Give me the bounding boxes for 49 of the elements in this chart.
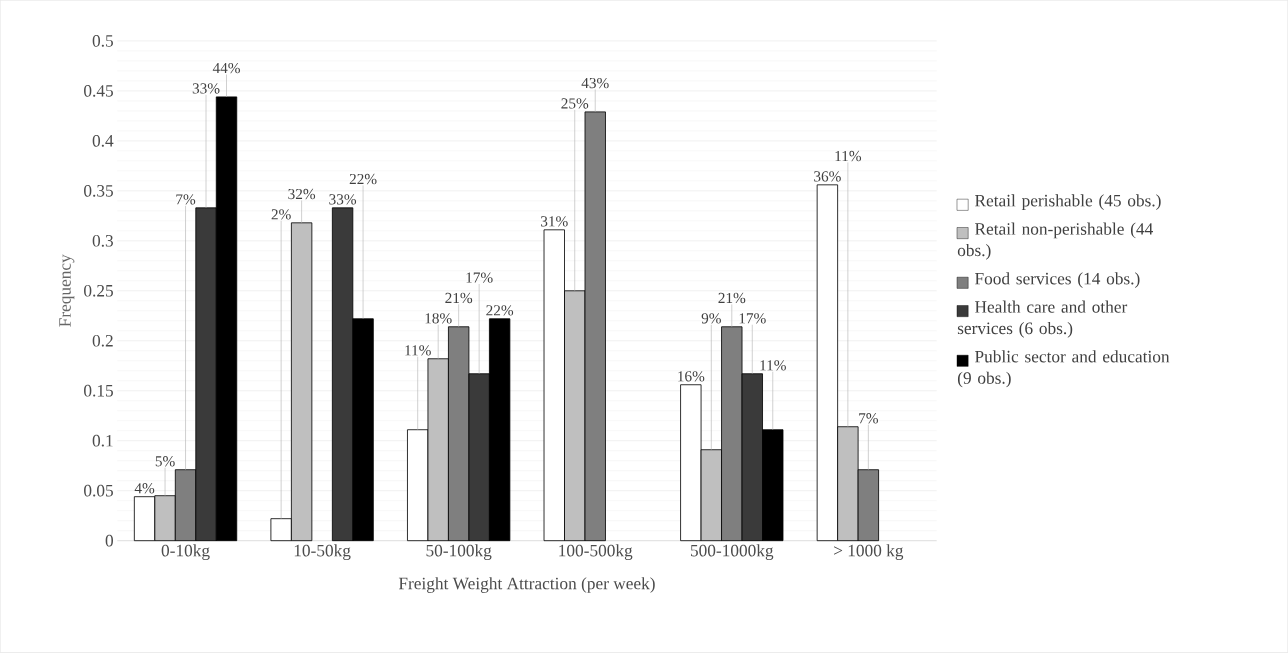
data-label: 11% (760, 360, 786, 371)
x-tick-label: 10-50kg (294, 544, 351, 561)
data-label: 22% (349, 173, 377, 185)
data-label: 33% (192, 83, 220, 94)
data-label: 25% (561, 98, 589, 109)
y-tick-label: 0 (105, 534, 114, 547)
data-label: 22% (486, 305, 514, 316)
data-label: 21% (718, 292, 746, 304)
data-label: 21% (445, 292, 473, 304)
data-label: 5% (155, 456, 175, 467)
data-label: 33% (329, 194, 357, 205)
legend-label: Retail perishable (45 obs.) (975, 194, 1161, 211)
y-axis-title: Frequency (59, 254, 75, 327)
legend-label: Health care and other services (6 obs.) (957, 300, 1128, 338)
data-label: 2% (271, 209, 291, 220)
x-tick-label: 100-500kg (559, 544, 633, 561)
data-label: 4% (134, 483, 155, 494)
data-label: 9% (701, 313, 721, 324)
legend-label: Retail non-perishable (44 obs.) (957, 222, 1153, 260)
x-tick-label: 50-100kg (426, 544, 492, 561)
data-label: 32% (288, 188, 316, 200)
data-label: 7% (176, 194, 196, 205)
data-label: 11% (835, 150, 862, 162)
y-tick-label: 0.2 (92, 334, 113, 347)
y-tick-label: 0.3 (92, 235, 113, 247)
y-tick-label: 0.45 (84, 85, 113, 97)
y-tick-label: 0.4 (92, 135, 114, 147)
y-tick-label: 0.5 (92, 35, 113, 47)
y-tick-label: 0.35 (84, 185, 113, 197)
data-label: 18% (425, 313, 452, 324)
y-tick-label: 0.05 (84, 484, 113, 497)
x-tick-label: > 1000 kg (834, 544, 904, 561)
data-label: 11% (405, 345, 431, 356)
y-tick-label: 0.1 (92, 434, 113, 447)
y-tick-label: 0.15 (84, 384, 113, 397)
x-tick-label: 500-1000kg (690, 544, 774, 561)
data-label: 44% (212, 62, 240, 74)
legend-label: Public sector and education (9 obs.) (957, 350, 1170, 388)
y-tick-label: 0.25 (84, 284, 113, 297)
x-tick-label: 0-10kg (161, 544, 210, 561)
legend-label: Food services (14 obs.) (975, 272, 1140, 289)
x-axis-title: Freight Weight Attraction (per week) (398, 577, 655, 593)
data-label: 17% (466, 272, 493, 283)
data-label: 17% (739, 313, 766, 324)
data-label: 31% (541, 216, 568, 227)
data-label: 16% (678, 371, 705, 382)
data-label: 36% (814, 171, 841, 182)
data-label: 7% (859, 413, 879, 424)
data-label: 43% (581, 77, 609, 89)
